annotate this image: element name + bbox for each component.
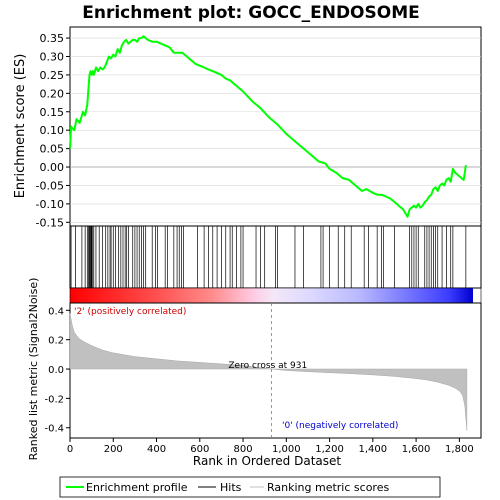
es-y-tick-label: 0.30 bbox=[40, 50, 65, 63]
x-tick-label: 200 bbox=[104, 444, 123, 455]
metric-y-tick-label: -0.2 bbox=[44, 394, 64, 405]
legend-label-ranking-metric: Ranking metric scores bbox=[267, 481, 389, 494]
zero-cross-label: Zero cross at 931 bbox=[228, 361, 307, 371]
colorbar-strip bbox=[70, 288, 473, 303]
x-tick-label: 800 bbox=[234, 444, 253, 455]
es-y-tick-label: 0.15 bbox=[40, 106, 65, 119]
x-tick-label: 600 bbox=[190, 444, 209, 455]
ranking-metric-area bbox=[69, 313, 468, 431]
es-y-tick-label: 0.00 bbox=[40, 161, 65, 174]
metric-y-tick-label: -0.4 bbox=[44, 424, 64, 435]
x-tick-label: 1,800 bbox=[445, 444, 474, 455]
es-y-tick-label: -0.10 bbox=[36, 198, 64, 211]
es-y-tick-label: 0.25 bbox=[40, 69, 65, 82]
es-y-tick-label: 0.35 bbox=[40, 32, 65, 45]
es-y-axis-label: Enrichment score (ES) bbox=[13, 54, 28, 199]
metric-panel: -0.4 -0.2 0.0 0.2 0.4 Zero cross at 931 '2' … bbox=[27, 278, 482, 461]
positive-correlation-label: '2' (positively correlated) bbox=[74, 307, 186, 317]
metric-y-tick-label: 0.0 bbox=[48, 365, 64, 376]
es-y-tick-label: 0.10 bbox=[40, 124, 65, 137]
es-y-tick-label: -0.05 bbox=[36, 179, 64, 192]
negative-correlation-label: '0' (negatively correlated) bbox=[282, 421, 398, 431]
x-tick-label: 1,000 bbox=[272, 444, 301, 455]
x-tick-label: 1,400 bbox=[359, 444, 388, 455]
es-panel: -0.15 -0.10 -0.05 0.00 0.05 0.10 0.15 0.20 0.25 0… bbox=[13, 26, 482, 229]
plot-title: Enrichment plot: GOCC_ENDOSOME bbox=[82, 3, 420, 23]
legend-label-enrichment-profile: Enrichment profile bbox=[86, 481, 188, 494]
es-panel-frame bbox=[69, 26, 482, 227]
x-axis: 0 200 400 600 800 1,000 1,200 1,400 1,600 1,800 bbox=[67, 438, 474, 455]
metric-y-axis-label: Ranked list metric (Signal2Noise) bbox=[27, 278, 40, 461]
rank-colorbar bbox=[69, 287, 482, 304]
metric-y-tick-label: 0.4 bbox=[48, 306, 64, 317]
metric-y-tick-label: 0.2 bbox=[48, 336, 64, 347]
x-tick-label: 1,200 bbox=[315, 444, 344, 455]
legend: Enrichment profile Hits Ranking metric s… bbox=[59, 476, 441, 498]
es-y-tick-label: -0.15 bbox=[36, 216, 64, 229]
legend-label-hits: Hits bbox=[220, 481, 242, 494]
es-y-tick-label: 0.20 bbox=[40, 87, 65, 100]
x-tick-label: 1,600 bbox=[402, 444, 431, 455]
x-tick-label: 0 bbox=[67, 444, 73, 455]
x-tick-label: 400 bbox=[147, 444, 166, 455]
hits-panel bbox=[69, 225, 482, 289]
x-axis-label: Rank in Ordered Dataset bbox=[193, 454, 341, 468]
es-y-tick-label: 0.05 bbox=[40, 143, 65, 156]
enrichment-profile-line bbox=[69, 35, 467, 218]
